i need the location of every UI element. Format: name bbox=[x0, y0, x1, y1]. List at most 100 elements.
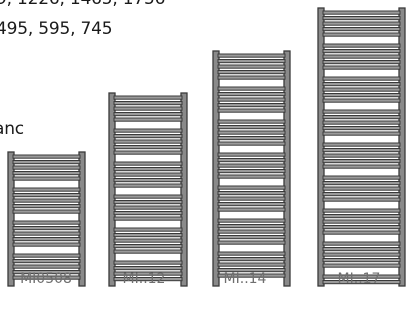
towel-bar bbox=[12, 204, 81, 209]
towel-bar bbox=[217, 257, 286, 262]
towel-bar bbox=[322, 60, 401, 65]
towel-bar bbox=[217, 229, 286, 234]
towel-bar bbox=[217, 70, 286, 75]
towel-bar bbox=[113, 194, 183, 199]
towel-bar bbox=[322, 109, 401, 114]
towel-bar bbox=[113, 244, 183, 249]
towel-bar bbox=[322, 175, 401, 180]
towel-bar bbox=[113, 266, 183, 271]
towel-bar bbox=[113, 277, 183, 282]
towel-bar bbox=[217, 262, 286, 267]
towel-bar bbox=[12, 160, 81, 165]
towel-bar bbox=[113, 227, 183, 232]
towel-bar bbox=[12, 220, 81, 225]
towel-bar bbox=[12, 231, 81, 236]
towel-bar bbox=[322, 197, 401, 202]
towel-bar bbox=[217, 240, 286, 245]
towel-bar bbox=[217, 75, 286, 80]
towel-bar bbox=[113, 271, 183, 276]
towel-bar bbox=[322, 247, 401, 252]
towel-bar bbox=[12, 209, 81, 214]
towel-bar bbox=[217, 169, 286, 174]
towel-bar bbox=[113, 167, 183, 172]
towel-bar bbox=[217, 103, 286, 108]
towel-bar bbox=[217, 196, 286, 201]
towel-bar bbox=[217, 163, 286, 168]
towel-bar bbox=[113, 101, 183, 106]
towel-bar bbox=[322, 225, 401, 230]
model-label-mi14: MI..14 bbox=[223, 271, 267, 287]
towel-bar bbox=[12, 242, 81, 247]
towel-bar bbox=[217, 53, 286, 58]
towel-bar bbox=[12, 171, 81, 176]
towel-bar bbox=[113, 260, 183, 265]
towel-bar bbox=[217, 141, 286, 146]
towel-bar bbox=[322, 164, 401, 169]
towel-bar bbox=[322, 142, 401, 147]
towel-bar bbox=[12, 226, 81, 231]
model-label-mi12: MI..12 bbox=[122, 271, 166, 287]
towel-bar bbox=[217, 268, 286, 273]
towel-bar bbox=[217, 218, 286, 223]
towel-bar bbox=[322, 186, 401, 191]
towel-bar bbox=[322, 252, 401, 257]
towel-bar bbox=[322, 153, 401, 158]
towel-bar bbox=[322, 131, 401, 136]
towel-bar bbox=[113, 117, 183, 122]
towel-bar bbox=[113, 216, 183, 221]
towel-bar bbox=[322, 214, 401, 219]
towel-bar bbox=[12, 176, 81, 181]
towel-bar bbox=[322, 10, 401, 15]
towel-bar bbox=[217, 174, 286, 179]
towel-bar bbox=[217, 202, 286, 207]
towel-bar bbox=[12, 259, 81, 264]
towel-bar bbox=[113, 178, 183, 183]
towel-bar bbox=[113, 183, 183, 188]
towel-bar bbox=[322, 159, 401, 164]
towel-bar bbox=[113, 139, 183, 144]
towel-bar bbox=[113, 172, 183, 177]
right-rail bbox=[283, 50, 291, 287]
towel-bar bbox=[322, 76, 401, 81]
towel-bar bbox=[113, 211, 183, 216]
towel-bar bbox=[217, 92, 286, 97]
towel-bar bbox=[217, 97, 286, 102]
towel-bar bbox=[217, 251, 286, 256]
towel-bar bbox=[113, 205, 183, 210]
towel-bar bbox=[217, 136, 286, 141]
towel-bar bbox=[113, 145, 183, 150]
towel-bar bbox=[217, 86, 286, 91]
towel-bar bbox=[217, 158, 286, 163]
towel-bar bbox=[217, 59, 286, 64]
model-label-mi0508: MI0508 bbox=[20, 271, 72, 287]
towel-bar bbox=[12, 198, 81, 203]
towel-bar bbox=[322, 148, 401, 153]
towel-bar bbox=[12, 264, 81, 269]
towel-bar bbox=[322, 27, 401, 32]
towel-bar bbox=[12, 154, 81, 159]
towel-bar bbox=[12, 275, 81, 280]
towel-bar bbox=[12, 193, 81, 198]
towel-bar bbox=[113, 249, 183, 254]
towel-bar bbox=[217, 152, 286, 157]
left-rail bbox=[7, 151, 15, 287]
left-rail bbox=[108, 92, 116, 287]
towel-bar bbox=[217, 64, 286, 69]
towel-bar bbox=[113, 106, 183, 111]
towel-bar bbox=[217, 224, 286, 229]
towel-bar bbox=[322, 49, 401, 54]
towel-bar bbox=[12, 270, 81, 275]
towel-bar bbox=[217, 273, 286, 278]
spec-color-text: anc bbox=[0, 119, 24, 139]
towel-bar bbox=[217, 130, 286, 135]
spec-widths-text: 495, 595, 745 bbox=[0, 19, 113, 39]
towel-bar bbox=[12, 237, 81, 242]
towel-bar bbox=[322, 54, 401, 59]
towel-bar bbox=[113, 95, 183, 100]
towel-bar bbox=[12, 165, 81, 170]
towel-bar bbox=[217, 207, 286, 212]
towel-bar bbox=[322, 263, 401, 268]
towel-bar bbox=[113, 134, 183, 139]
right-rail bbox=[180, 92, 188, 287]
